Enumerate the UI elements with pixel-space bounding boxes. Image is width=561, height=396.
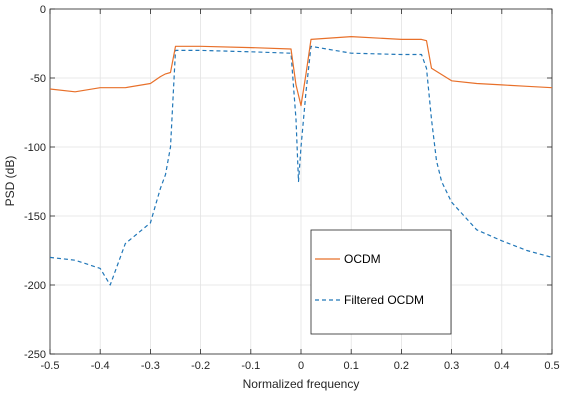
x-tick-label: -0.1 xyxy=(241,360,260,372)
legend: OCDM Filtered OCDM xyxy=(310,229,452,335)
grid xyxy=(49,8,553,355)
x-tick-label: 0.2 xyxy=(394,360,409,372)
series-line-filtered-ocdm xyxy=(49,45,553,286)
series-line-ocdm xyxy=(49,35,553,107)
x-axis-label: Normalized frequency xyxy=(243,377,360,391)
x-tick-label: 0.4 xyxy=(494,360,509,372)
tick-group: -0.5 -0.4 -0.3 -0.2 -0.1 0 0.1 0.2 0.3 0.4 0.5 0 -50… xyxy=(24,4,560,372)
x-tick-label: -0.3 xyxy=(141,360,160,372)
x-tick-label: -0.2 xyxy=(191,360,210,372)
y-tick-label: -150 xyxy=(24,211,46,223)
x-tick-label: -0.5 xyxy=(41,360,60,372)
x-tick-label: -0.4 xyxy=(91,360,110,372)
y-axis-label: PSD (dB) xyxy=(3,156,17,207)
y-tick-label: 0 xyxy=(40,4,46,16)
x-tick-label: 0 xyxy=(298,360,304,372)
x-tick-label: 0.1 xyxy=(344,360,359,372)
y-tick-label: -250 xyxy=(24,349,46,361)
series-group xyxy=(49,35,553,286)
legend-label-ocdm: OCDM xyxy=(344,252,381,266)
x-tick-label: 0.5 xyxy=(544,360,559,372)
y-tick-label: -50 xyxy=(30,73,46,85)
legend-box xyxy=(310,229,452,335)
y-tick-label: -200 xyxy=(24,280,46,292)
y-tick-label: -100 xyxy=(24,142,46,154)
legend-label-filtered-ocdm: Filtered OCDM xyxy=(344,293,424,307)
x-tick-label: 0.3 xyxy=(444,360,459,372)
